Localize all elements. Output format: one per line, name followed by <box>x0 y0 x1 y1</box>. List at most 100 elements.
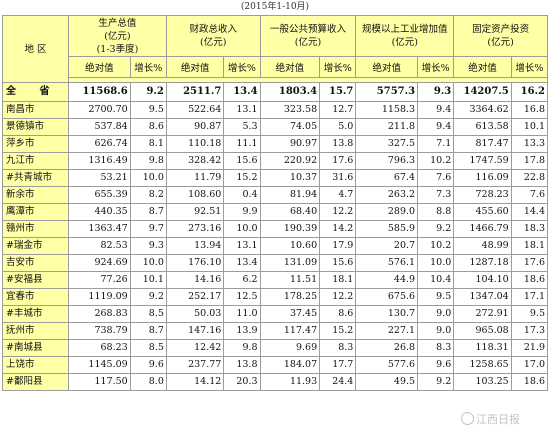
absolute-value-cell: 440.35 <box>67 203 131 221</box>
growth-cell: 8.6 <box>129 118 167 136</box>
growth-cell: 21.9 <box>510 339 549 357</box>
absolute-value-cell: 2511.7 <box>165 82 225 102</box>
region-name: #安福县 <box>2 271 69 289</box>
region-name: #鄱阳县 <box>2 373 69 391</box>
absolute-value-cell: 11.93 <box>259 373 321 391</box>
table-subtitle: (2015年1-10月) <box>240 2 310 12</box>
absolute-value-cell: 323.58 <box>259 101 321 119</box>
region-name: 新余市 <box>2 186 69 204</box>
growth-cell: 10.0 <box>223 220 261 238</box>
growth-cell: 9.4 <box>417 118 455 136</box>
subheader-absolute: 绝对值 <box>165 56 225 78</box>
absolute-value-cell: 178.25 <box>259 288 321 306</box>
growth-cell: 8.5 <box>129 305 167 323</box>
growth-cell: 12.2 <box>319 288 357 306</box>
growth-cell: 10.1 <box>129 271 167 289</box>
region-name: 萍乡市 <box>2 135 69 153</box>
growth-cell: 15.6 <box>319 254 357 272</box>
absolute-value-cell: 817.47 <box>453 135 512 153</box>
growth-cell: 9.5 <box>129 101 167 119</box>
absolute-value-cell: 1145.09 <box>67 356 131 374</box>
absolute-value-cell: 14207.5 <box>453 82 512 102</box>
growth-cell: 9.0 <box>417 322 455 340</box>
growth-cell: 9.3 <box>129 237 167 255</box>
absolute-value-cell: 289.0 <box>355 203 419 221</box>
growth-cell: 9.6 <box>129 356 167 374</box>
absolute-value-cell: 965.08 <box>453 322 512 340</box>
subheader-absolute: 绝对值 <box>355 56 419 78</box>
growth-cell: 15.6 <box>223 152 261 170</box>
growth-cell: 12.7 <box>319 101 357 119</box>
growth-cell: 12.5 <box>223 288 261 306</box>
growth-cell: 17.0 <box>510 356 549 374</box>
growth-cell: 7.3 <box>417 186 455 204</box>
growth-cell: 13.1 <box>223 237 261 255</box>
absolute-value-cell: 1363.47 <box>67 220 131 238</box>
growth-cell: 18.3 <box>510 220 549 238</box>
subheader-growth: 增长% <box>510 56 549 78</box>
header-region: 地 区 <box>2 15 69 83</box>
absolute-value-cell: 522.64 <box>165 101 225 119</box>
absolute-value-cell: 237.77 <box>165 356 225 374</box>
growth-cell: 13.1 <box>223 101 261 119</box>
growth-cell: 8.6 <box>319 305 357 323</box>
absolute-value-cell: 263.2 <box>355 186 419 204</box>
absolute-value-cell: 37.45 <box>259 305 321 323</box>
growth-cell: 10.0 <box>129 254 167 272</box>
growth-cell: 7.6 <box>510 186 549 204</box>
growth-cell: 13.3 <box>510 135 549 153</box>
header-industry-value: 规模以上工业增加值 (亿元) <box>355 15 455 57</box>
absolute-value-cell: 26.8 <box>355 339 419 357</box>
subheader-absolute: 绝对值 <box>453 56 512 78</box>
growth-cell: 9.2 <box>417 373 455 391</box>
table-row: #共青城市 53.21 10.0 11.79 15.2 10.37 31.6 67.4 7.6 1… <box>2 169 549 187</box>
table-row: 上饶市 1145.09 9.6 237.77 13.8 184.07 17.7 577.6 9.… <box>2 356 549 374</box>
region-name: 上饶市 <box>2 356 69 374</box>
absolute-value-cell: 738.79 <box>67 322 131 340</box>
absolute-value-cell: 184.07 <box>259 356 321 374</box>
subheader-growth: 增长% <box>319 56 357 78</box>
absolute-value-cell: 613.58 <box>453 118 512 136</box>
absolute-value-cell: 48.99 <box>453 237 512 255</box>
absolute-value-cell: 9.69 <box>259 339 321 357</box>
absolute-value-cell: 11.79 <box>165 169 225 187</box>
growth-cell: 15.2 <box>223 169 261 187</box>
growth-cell: 4.7 <box>319 186 357 204</box>
growth-cell: 13.9 <box>223 322 261 340</box>
absolute-value-cell: 675.6 <box>355 288 419 306</box>
absolute-value-cell: 116.09 <box>453 169 512 187</box>
absolute-value-cell: 130.7 <box>355 305 419 323</box>
table-row: 抚州市 738.79 8.7 147.16 13.9 117.47 15.2 227.1 9.0… <box>2 322 549 340</box>
header-budget-revenue: 一般公共预算收入 (亿元) <box>259 15 357 57</box>
growth-cell: 13.8 <box>319 135 357 153</box>
absolute-value-cell: 577.6 <box>355 356 419 374</box>
absolute-value-cell: 108.60 <box>165 186 225 204</box>
absolute-value-cell: 117.47 <box>259 322 321 340</box>
growth-cell: 11.1 <box>223 135 261 153</box>
absolute-value-cell: 273.16 <box>165 220 225 238</box>
absolute-value-cell: 585.9 <box>355 220 419 238</box>
growth-cell: 9.6 <box>417 356 455 374</box>
growth-cell: 13.8 <box>223 356 261 374</box>
growth-cell: 9.8 <box>129 152 167 170</box>
region-name: #瑞金市 <box>2 237 69 255</box>
absolute-value-cell: 92.51 <box>165 203 225 221</box>
absolute-value-cell: 90.97 <box>259 135 321 153</box>
table-row: 九江市 1316.49 9.8 328.42 15.6 220.92 17.6 796.3 10… <box>2 152 549 170</box>
growth-cell: 16.8 <box>510 101 549 119</box>
header-fixed-investment: 固定资产投资 (亿元) <box>453 15 548 57</box>
absolute-value-cell: 81.94 <box>259 186 321 204</box>
table-row: 南昌市 2700.70 9.5 522.64 13.1 323.58 12.7 1158.3 9… <box>2 101 549 119</box>
growth-cell: 10.0 <box>417 254 455 272</box>
growth-cell: 17.7 <box>319 356 357 374</box>
region-name: #南城县 <box>2 339 69 357</box>
growth-cell: 15.7 <box>319 82 357 102</box>
growth-cell: 9.2 <box>129 288 167 306</box>
absolute-value-cell: 44.9 <box>355 271 419 289</box>
absolute-value-cell: 252.17 <box>165 288 225 306</box>
absolute-value-cell: 211.8 <box>355 118 419 136</box>
absolute-value-cell: 103.25 <box>453 373 512 391</box>
table-row: #鄱阳县 117.50 8.0 14.12 20.3 11.93 24.4 49.5 9.2 10… <box>2 373 549 391</box>
growth-cell: 8.7 <box>129 322 167 340</box>
header-row-subcolumns: 绝对值 增长% 绝对值 增长% 绝对值 增长% 绝对值 增长% 绝对值 增长% <box>3 56 549 78</box>
